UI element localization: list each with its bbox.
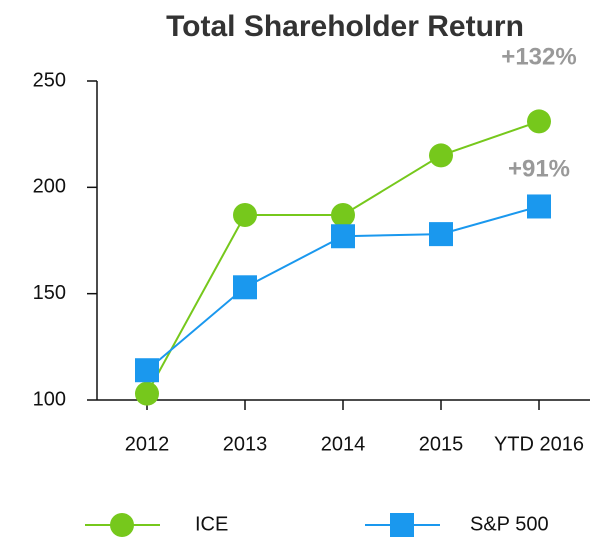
line bbox=[146, 120, 540, 395]
marker bbox=[233, 275, 257, 300]
y-tick-label: 150 bbox=[33, 282, 66, 304]
marker bbox=[390, 513, 414, 537]
marker bbox=[527, 194, 551, 219]
marker bbox=[429, 143, 453, 168]
x-tick-label: 2013 bbox=[223, 433, 268, 455]
marker bbox=[135, 358, 159, 383]
y-tick-label: 250 bbox=[33, 69, 66, 91]
marker bbox=[429, 222, 453, 247]
x-tick-label: 2012 bbox=[125, 433, 170, 455]
marker bbox=[233, 202, 257, 227]
x-tick-label: 2014 bbox=[321, 433, 366, 455]
marker bbox=[110, 513, 134, 537]
marker bbox=[527, 109, 551, 134]
annotation: +132% bbox=[501, 43, 576, 70]
marker bbox=[331, 202, 355, 227]
legend-label: S&P 500 bbox=[470, 513, 549, 535]
marker bbox=[331, 224, 355, 249]
x-tick-label: YTD 2016 bbox=[494, 433, 584, 455]
y-tick-label: 200 bbox=[33, 176, 66, 198]
x-tick-label: 2015 bbox=[419, 433, 464, 455]
annotation: +91% bbox=[508, 155, 570, 182]
legend-label: ICE bbox=[195, 513, 228, 535]
marker bbox=[135, 381, 159, 406]
chart-title: Total Shareholder Return bbox=[166, 10, 524, 43]
y-tick-label: 100 bbox=[33, 388, 66, 410]
